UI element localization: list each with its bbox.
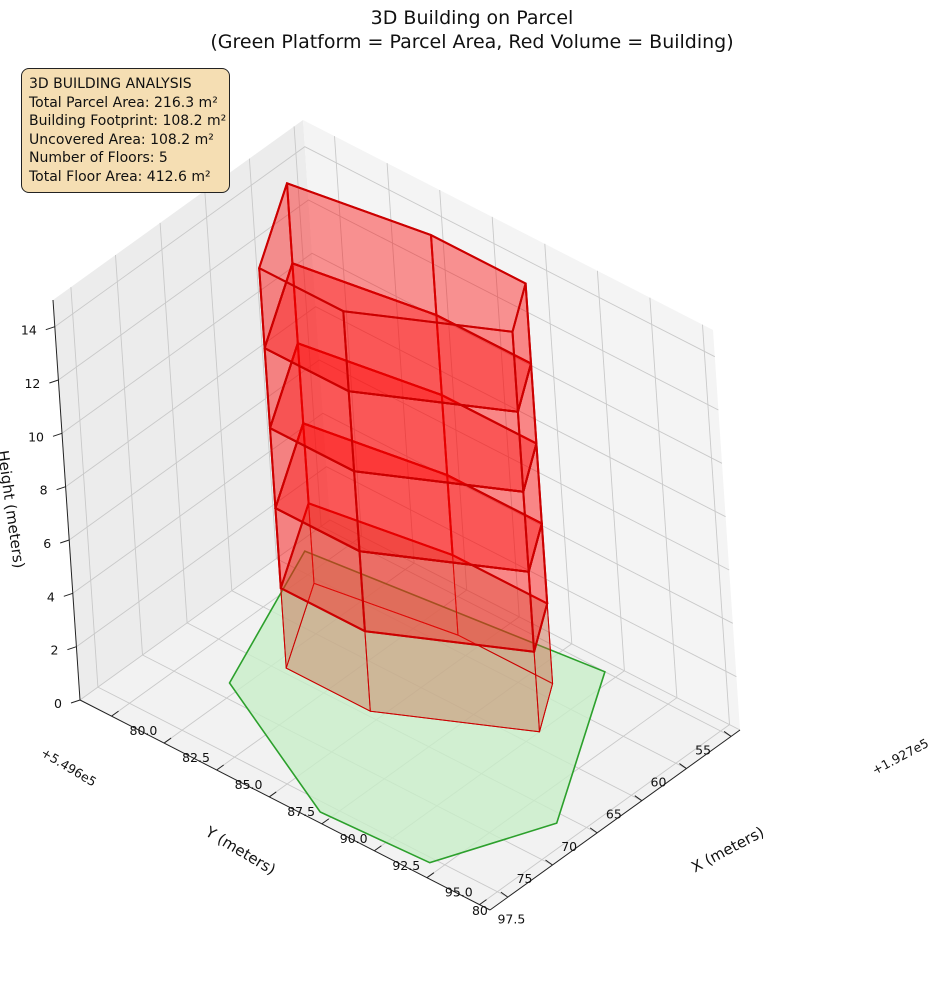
title-line-1: 3D Building on Parcel <box>370 7 574 29</box>
x-tick-mark <box>374 845 382 852</box>
z-tick-mark <box>67 646 77 651</box>
x-tick-mark <box>268 791 277 798</box>
x-tick-label: 92.5 <box>392 858 420 873</box>
z-tick-label: 0 <box>54 696 62 711</box>
y-tick-mark <box>545 859 553 866</box>
z-tick-mark <box>70 699 81 704</box>
y-tick-mark <box>634 795 643 802</box>
y-tick-mark <box>589 827 598 834</box>
x-tick-mark <box>479 899 487 906</box>
x-offset-label: +1.927e5 <box>869 735 931 777</box>
grid-line-z <box>68 359 730 571</box>
x-tick-label: 95.0 <box>445 885 473 900</box>
z-tick-mark <box>63 592 73 597</box>
z-axis-line <box>52 299 81 701</box>
stats-line: Number of Floors: 5 <box>29 150 168 166</box>
x-tick-label: 90.0 <box>340 831 368 846</box>
stats-line: Uncovered Area: 108.2 m² <box>29 131 214 148</box>
x-tick-label: 80.0 <box>130 723 158 738</box>
y-tick-label: 55 <box>695 742 711 757</box>
x-tick-mark <box>216 764 224 771</box>
stats-line: Total Floor Area: 412.6 m² <box>29 168 211 185</box>
y-axis-line <box>489 729 741 911</box>
y-tick-label: 80 <box>472 903 488 918</box>
z-tick-label: 10 <box>28 429 44 444</box>
grid-line-z <box>54 146 716 358</box>
grid-line-z <box>72 412 734 624</box>
z-tick-label: 4 <box>47 589 55 604</box>
x-tick-label: 85.0 <box>235 777 263 792</box>
floor-ceiling <box>257 182 527 333</box>
parcel-platform <box>228 550 606 864</box>
right-pane <box>303 120 740 730</box>
stats-line: Total Parcel Area: 216.3 m² <box>29 94 218 111</box>
building-volume <box>228 182 606 864</box>
grid-line-z <box>58 199 719 411</box>
title-line-2: (Green Platform = Parcel Area, Red Volum… <box>210 31 734 53</box>
grid-line-z <box>61 252 723 464</box>
grid-line-z <box>79 519 741 731</box>
x-tick-mark <box>321 818 330 825</box>
x-axis-label: X (meters) <box>688 823 767 876</box>
grid-line-z <box>65 306 726 518</box>
z-tick-mark <box>49 379 59 384</box>
z-tick-label: 2 <box>50 643 58 658</box>
z-axis-label: Height (meters) <box>0 449 28 569</box>
x-tick-label: 97.5 <box>497 912 525 927</box>
x-tick-mark <box>426 872 435 879</box>
y-tick-label: 70 <box>561 839 577 854</box>
y-tick-mark <box>500 891 509 898</box>
x-axis-line <box>79 699 491 911</box>
z-tick-mark <box>56 486 66 491</box>
y-tick-mark <box>723 731 732 737</box>
y-tick-label: 65 <box>606 807 622 822</box>
x-tick-mark <box>163 737 172 744</box>
y-offset-label: +5.496e5 <box>38 745 99 790</box>
y-tick-mark <box>679 763 687 769</box>
axis-lines <box>52 299 741 911</box>
axis-ticks: 80.082.585.087.590.092.595.097.555606570… <box>21 323 732 927</box>
y-tick-label: 60 <box>651 775 667 790</box>
z-tick-label: 8 <box>40 483 48 498</box>
x-tick-mark <box>111 710 119 717</box>
stats-line: 3D BUILDING ANALYSIS <box>29 76 192 92</box>
z-tick-label: 14 <box>21 323 37 338</box>
stats-box: 3D BUILDING ANALYSIS Total Parcel Area: … <box>21 68 230 193</box>
z-tick-label: 6 <box>43 536 51 551</box>
z-tick-mark <box>45 326 55 331</box>
z-tick-label: 12 <box>24 376 40 391</box>
y-tick-label: 75 <box>517 871 533 886</box>
x-tick-label: 82.5 <box>182 750 210 765</box>
x-tick-label: 87.5 <box>287 804 315 819</box>
grid-line-z <box>76 466 737 678</box>
chart-title: 3D Building on Parcel (Green Platform = … <box>0 6 944 54</box>
y-axis-label: Y (meters) <box>201 822 278 878</box>
stats-line: Building Footprint: 108.2 m² <box>29 113 227 129</box>
z-tick-mark <box>60 539 70 544</box>
z-tick-mark <box>52 432 63 437</box>
